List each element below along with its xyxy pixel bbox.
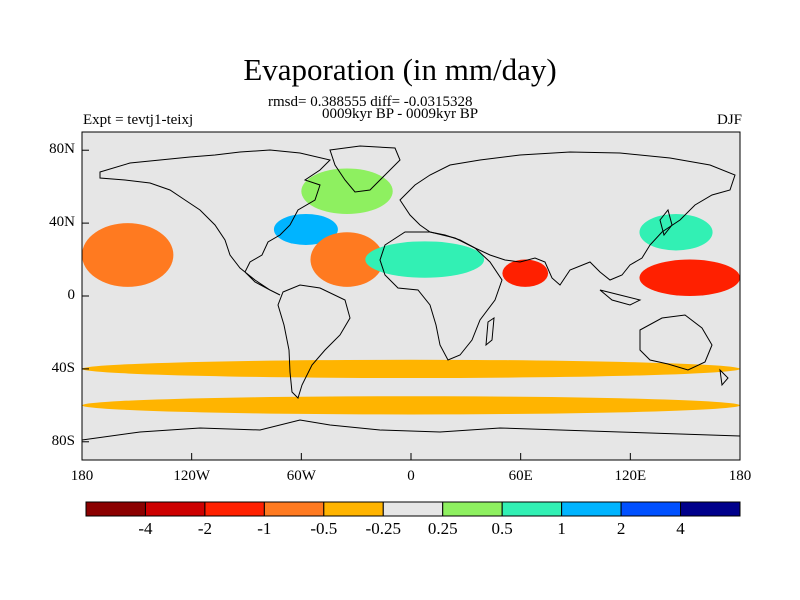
region-subtropical-north-atlantic: [310, 232, 384, 287]
colorbar-swatch: [561, 501, 622, 517]
x-tick-label: 60E: [508, 468, 533, 484]
colorbar-level-label: -2: [197, 519, 212, 538]
colorbar-level-label: -4: [138, 519, 153, 538]
colorbar-swatch: [382, 501, 444, 517]
y-tick-label: 80N: [49, 141, 75, 158]
colorbar-swatch: [501, 501, 563, 517]
region-eastern-north-pacific: [82, 223, 174, 287]
colorbar-swatch: [323, 501, 384, 517]
region-north-african-atlantic-coast: [365, 241, 485, 278]
region-arabian-sea: [502, 259, 549, 287]
coastlines: [82, 145, 740, 441]
map-title: Evaporation (in mm/day): [243, 52, 557, 87]
colorbar-swatch: [144, 501, 206, 517]
y-tick-label: 40N: [49, 214, 75, 231]
period-line: 0009kyr BP - 0009kyr BP: [322, 106, 479, 122]
colorbar-swatch: [680, 501, 741, 517]
y-tick-label: 80S: [51, 432, 75, 449]
x-tick-label: 180: [70, 468, 94, 484]
season-label: DJF: [716, 112, 742, 128]
experiment-label: Expt = tevtj1-teixj: [83, 112, 194, 128]
region-southern-ocean-band: [82, 359, 740, 378]
region-western-pacific-warm-pool: [639, 259, 740, 296]
region-kuroshio: [639, 214, 713, 251]
region-gulf-stream: [273, 214, 338, 245]
region-southern-ocean-band-2: [82, 396, 740, 415]
colorbar-level-label: 4: [676, 519, 685, 538]
colorbar-level-label: -0.25: [365, 519, 401, 538]
colorbar-swatch: [442, 501, 503, 517]
colorbar-swatch: [85, 501, 146, 517]
x-tick-label: 180: [728, 468, 752, 484]
colorbar-level-label: -0.5: [310, 519, 338, 538]
anomaly-regions: [82, 168, 740, 415]
axis-ticks: [81, 149, 741, 460]
colorbar-level-label: 1: [557, 519, 566, 538]
x-tick-label: 0: [407, 468, 415, 484]
colorbar-swatch: [620, 501, 682, 517]
region-north-atlantic-subpolar: [301, 168, 393, 215]
colorbar-swatch: [204, 501, 265, 517]
x-tick-label: 60W: [286, 468, 316, 484]
y-tick-label: 0: [67, 287, 76, 303]
y-tick-label: 40S: [51, 359, 75, 376]
colorbar-level-label: 0.25: [427, 519, 458, 538]
colorbar-swatch: [263, 501, 325, 517]
colorbar-level-label: 2: [616, 519, 626, 538]
colorbar: [85, 501, 741, 517]
stats-line: rmsd= 0.388555 diff= -0.0315328: [268, 94, 473, 110]
x-tick-label: 120W: [173, 468, 210, 484]
x-tick-label: 120E: [614, 468, 647, 484]
colorbar-level-label: 0.5: [491, 519, 513, 538]
colorbar-level-label: -1: [257, 519, 272, 538]
